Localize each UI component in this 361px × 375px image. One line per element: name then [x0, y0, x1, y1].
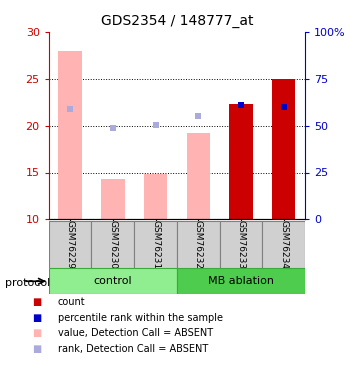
- Text: GSM76233: GSM76233: [236, 220, 245, 269]
- Text: GSM76232: GSM76232: [194, 220, 203, 269]
- Point: [238, 102, 244, 108]
- Text: GSM76234: GSM76234: [279, 220, 288, 269]
- Bar: [187, 133, 210, 219]
- Bar: [134, 221, 177, 268]
- Point: [110, 124, 116, 130]
- Bar: [229, 104, 253, 219]
- Text: control: control: [93, 276, 132, 286]
- Bar: [101, 179, 125, 219]
- Bar: [58, 51, 82, 219]
- Bar: [272, 79, 295, 219]
- Text: count: count: [58, 297, 86, 307]
- Bar: [91, 221, 134, 268]
- Text: GSM76231: GSM76231: [151, 220, 160, 269]
- Bar: [177, 268, 305, 294]
- Text: MB ablation: MB ablation: [208, 276, 274, 286]
- Bar: [49, 221, 91, 268]
- Text: GSM76230: GSM76230: [108, 220, 117, 269]
- Text: value, Detection Call = ABSENT: value, Detection Call = ABSENT: [58, 328, 213, 338]
- Text: ■: ■: [32, 313, 42, 322]
- Text: GSM76229: GSM76229: [66, 220, 75, 269]
- Bar: [177, 221, 219, 268]
- Bar: [49, 268, 177, 294]
- Point: [195, 113, 201, 119]
- Text: protocol: protocol: [5, 279, 51, 288]
- Text: ■: ■: [32, 328, 42, 338]
- Text: rank, Detection Call = ABSENT: rank, Detection Call = ABSENT: [58, 344, 208, 354]
- Point: [281, 104, 287, 110]
- Bar: [144, 174, 167, 219]
- Text: ■: ■: [32, 344, 42, 354]
- Point: [67, 106, 73, 112]
- Point: [153, 122, 158, 128]
- Title: GDS2354 / 148777_at: GDS2354 / 148777_at: [101, 14, 253, 28]
- Text: percentile rank within the sample: percentile rank within the sample: [58, 313, 223, 322]
- Bar: [219, 221, 262, 268]
- Text: ■: ■: [32, 297, 42, 307]
- Bar: [262, 221, 305, 268]
